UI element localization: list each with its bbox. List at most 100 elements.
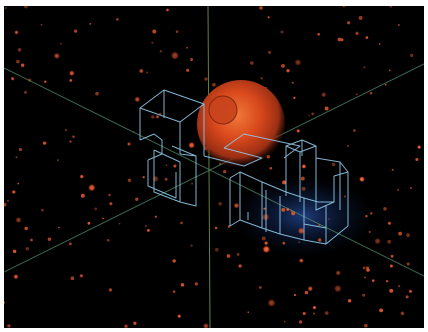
particle [145,224,147,227]
vertical-axis [207,6,211,328]
particle [282,180,287,185]
particle [312,305,317,310]
particle [317,32,321,36]
particle [155,114,160,119]
particle [385,279,389,283]
particle [10,76,15,81]
particle [344,195,346,198]
particle [175,30,179,33]
particle [154,215,157,218]
particle [397,23,400,27]
particle [281,207,286,212]
particle [186,68,190,72]
particle [13,274,19,280]
particle [30,238,33,242]
particle [263,207,266,210]
particle [53,52,60,60]
particle-field [4,6,422,328]
particle [152,175,159,183]
particle [301,163,307,169]
particle [308,114,310,117]
particle [172,259,176,263]
particle [79,273,84,278]
particle [347,299,352,303]
particle [410,53,414,58]
particle [355,93,358,96]
particle [389,6,393,8]
particle [164,177,168,181]
particle [370,212,373,215]
particle [44,80,47,83]
particle [72,135,75,138]
particle [16,59,20,64]
particle [94,207,98,211]
particle [12,249,17,254]
particle [417,145,422,150]
particle [223,169,227,174]
particle [41,208,44,212]
particle [147,229,150,232]
particle [126,141,132,147]
particle [87,221,91,225]
particle [108,193,111,197]
particle [233,202,240,209]
particle [73,29,78,33]
particle [108,201,113,206]
particle [188,141,195,149]
particle [389,288,394,293]
particle [294,58,302,66]
particle [118,222,121,225]
particle [285,68,291,73]
particle [152,29,157,34]
particle [342,6,346,8]
particle [165,164,168,167]
particle [24,226,29,231]
particle [298,258,304,264]
particle [312,312,316,315]
particle [408,289,413,294]
particle [186,46,188,49]
particle [398,231,402,236]
particle [4,7,7,9]
particle [258,286,262,289]
particle [238,264,242,268]
scene-canvas [4,6,424,328]
particle [151,41,154,44]
particle [260,77,263,80]
particle [40,23,43,26]
particle [68,70,75,77]
particle [302,311,306,316]
particle [135,197,139,201]
particle [355,31,359,35]
particle [406,233,410,237]
particle [70,276,75,281]
particle [397,188,400,191]
particle [177,314,182,319]
particle [405,295,409,299]
particle [15,156,18,159]
particle [180,221,183,225]
particle [259,6,263,10]
particle [400,311,405,316]
particle [17,47,22,53]
particle [134,96,141,103]
diagonal-axis-a [4,67,424,277]
particle [261,236,266,241]
particle [108,288,113,292]
particle [267,16,270,19]
particle [23,6,28,9]
particle [215,248,219,252]
particle [236,252,240,256]
particle [391,168,394,171]
particle [202,322,209,328]
particle [374,237,381,245]
particle [173,164,177,168]
particle [318,238,322,242]
particle [362,266,366,270]
particle [262,245,271,254]
particle [328,218,330,220]
particle [17,182,20,185]
particle [301,186,306,191]
particle [264,241,268,245]
particle [371,279,375,282]
